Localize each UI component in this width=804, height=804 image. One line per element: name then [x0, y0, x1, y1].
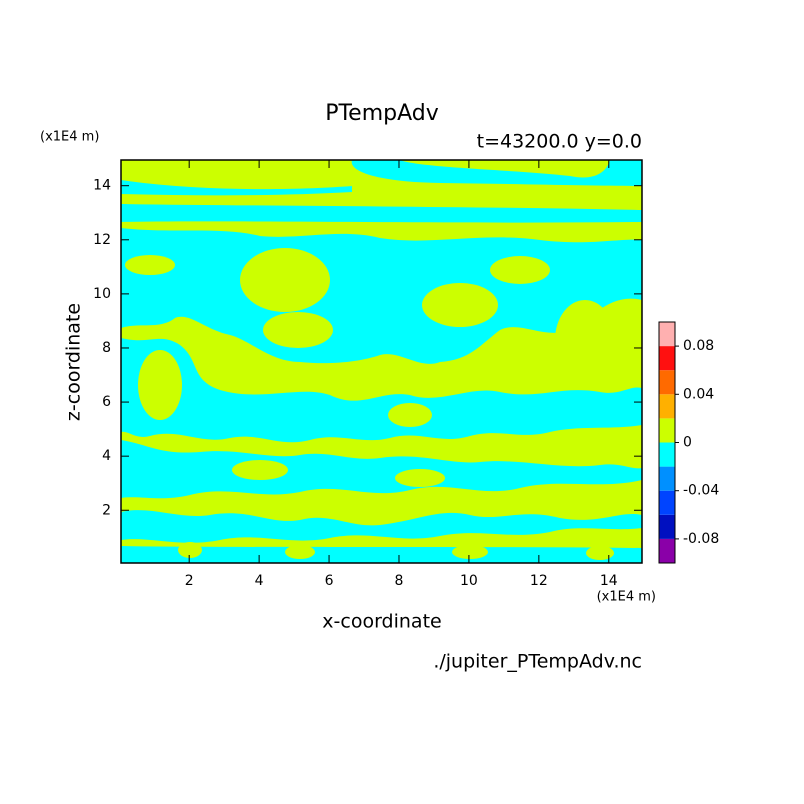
colorbar-tick-label: -0.04 — [683, 483, 719, 499]
contour-region — [422, 283, 498, 327]
colorbar-bin — [659, 466, 675, 491]
source-label: ./jupiter_PTempAdv.nc — [433, 651, 642, 673]
colorbar-tick-label: 0 — [683, 435, 692, 451]
contour-region — [121, 510, 642, 543]
contour-region — [138, 350, 182, 420]
contour-region — [586, 546, 614, 560]
contour-region — [121, 160, 642, 196]
axes: 2 4 6 8 10 12 14 2 4 6 8 10 12 14 — [93, 159, 643, 589]
y-tick-label: 8 — [102, 340, 111, 356]
colorbar-bin — [659, 394, 675, 419]
contour-region — [121, 204, 642, 223]
chart-title: PTempAdv — [325, 101, 439, 126]
colorbar-bin — [659, 490, 675, 515]
x-tick-label: 10 — [460, 573, 478, 589]
colorbar-bin — [659, 370, 675, 395]
y-tick-label: 6 — [102, 394, 111, 410]
contour-region — [232, 460, 288, 480]
contour-region — [452, 545, 488, 559]
x-tick-label: 8 — [395, 573, 404, 589]
colorbar-tick-label: 0.08 — [683, 338, 714, 354]
y-unit: (x1E4 m) — [40, 130, 99, 145]
colorbar-tick-label: 0.04 — [683, 386, 714, 402]
contour-field — [121, 160, 642, 563]
y-tick-label: 12 — [93, 232, 111, 248]
contour-region — [178, 542, 202, 558]
colorbar-bin — [659, 442, 675, 467]
contour-region — [263, 312, 333, 348]
colorbar-bin — [659, 346, 675, 371]
contour-region — [125, 255, 175, 275]
y-tick-label: 14 — [93, 178, 111, 194]
x-tick-label: 4 — [255, 573, 264, 589]
colorbar-tick-label: -0.08 — [683, 531, 719, 547]
y-tick-label: 2 — [102, 502, 111, 518]
x-tick-label: 6 — [325, 573, 334, 589]
colorbar-bin — [659, 514, 675, 539]
colorbar-bin — [659, 418, 675, 443]
contour-region — [240, 248, 330, 312]
contour-region — [395, 469, 445, 487]
colorbar-bin — [659, 538, 675, 563]
contour-region — [285, 545, 315, 559]
contour-region — [121, 440, 642, 499]
contour-region — [121, 338, 642, 443]
contour-region — [121, 546, 642, 563]
x-tick-label: 2 — [185, 573, 194, 589]
contour-region — [505, 488, 575, 512]
plot-frame — [120, 159, 643, 564]
x-tick-label: 14 — [600, 573, 618, 589]
x-unit: (x1E4 m) — [597, 590, 656, 605]
contour-region — [555, 300, 615, 380]
contour-region — [490, 256, 550, 284]
y-tick-label: 10 — [93, 286, 111, 302]
chart-subtitle: t=43200.0 y=0.0 — [477, 131, 642, 153]
y-axis-label: z-coordinate — [63, 303, 85, 421]
contour-region — [388, 403, 432, 427]
x-axis-label: x-coordinate — [322, 611, 441, 633]
y-tick-label: 4 — [102, 448, 111, 464]
x-tick-label: 12 — [530, 573, 548, 589]
colorbar-bin — [659, 322, 675, 347]
